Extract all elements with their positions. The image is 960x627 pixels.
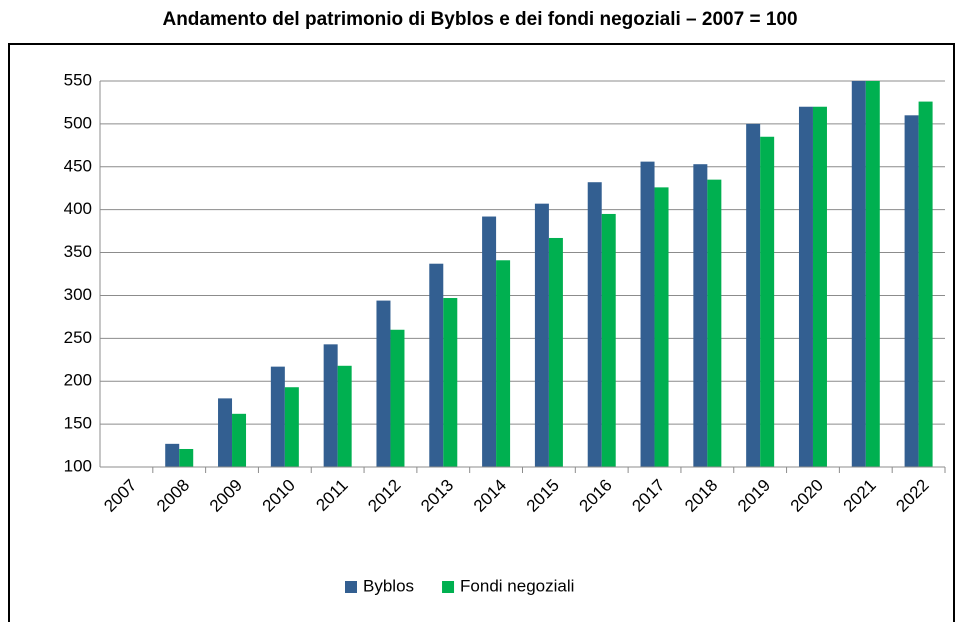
bar [443,298,458,467]
legend-swatch [442,581,455,593]
bar [323,344,338,467]
bar [760,136,775,467]
y-tick-label: 250 [64,328,92,347]
y-tick-label: 350 [64,242,92,261]
chart-border [8,43,955,622]
bar [812,106,827,467]
bar [218,398,233,467]
bar [707,179,722,467]
legend-swatch [345,581,357,593]
bar [918,101,933,467]
y-tick-label: 500 [64,113,92,132]
bar [654,187,669,467]
bar [601,213,616,467]
chart-title: Andamento del patrimonio di Byblos e dei… [162,9,797,30]
bar [904,115,919,468]
y-tick-label: 400 [64,199,92,218]
bar [270,366,285,467]
bar [179,448,194,467]
bar [337,365,352,467]
bar [851,81,866,467]
y-tick-label: 550 [64,70,92,89]
bar [429,263,444,467]
bar [496,260,511,467]
y-tick-label: 150 [64,414,92,433]
bar [798,106,813,467]
y-tick-label: 300 [64,285,92,304]
legend-label: Byblos [363,576,414,595]
y-tick-label: 200 [64,371,92,390]
bar [587,182,602,467]
bar [865,81,880,467]
bar [640,161,655,467]
bar [232,413,247,467]
bar [534,203,549,467]
bar [548,237,563,467]
bar [165,443,180,467]
bar [376,300,391,467]
y-tick-label: 100 [64,456,92,475]
y-tick-label: 450 [64,156,92,175]
bar [284,387,299,467]
bar [746,123,761,467]
legend-label: Fondi negoziali [460,576,574,595]
bar [482,216,497,467]
bar [390,329,405,467]
bar [693,164,708,467]
